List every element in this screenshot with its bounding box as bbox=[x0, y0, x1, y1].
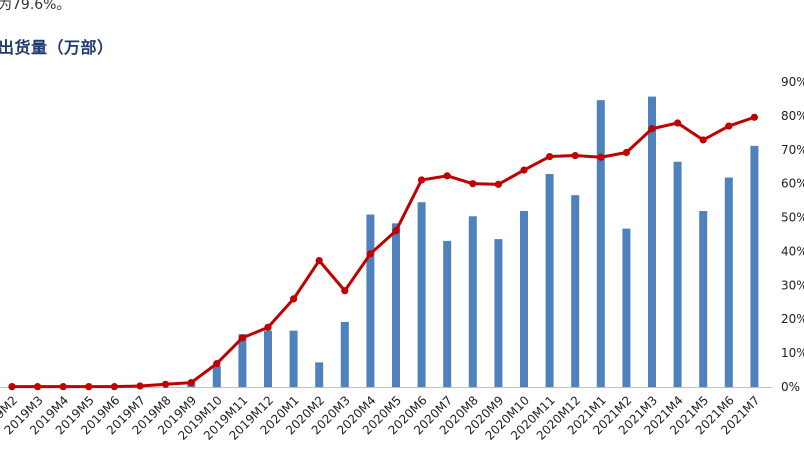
bar bbox=[520, 211, 528, 387]
y2-tick-label: 50% bbox=[781, 211, 804, 225]
line-point bbox=[162, 380, 170, 388]
y2-tick-label: 30% bbox=[781, 278, 804, 292]
line-point bbox=[418, 176, 426, 184]
line-point bbox=[213, 360, 221, 368]
line-point bbox=[8, 383, 16, 391]
bar bbox=[238, 334, 247, 387]
line-point bbox=[238, 334, 246, 342]
bar bbox=[366, 214, 375, 387]
bar bbox=[648, 96, 656, 387]
bar bbox=[468, 216, 477, 387]
line-point bbox=[110, 383, 118, 391]
line-point bbox=[315, 256, 323, 265]
y2-tick-label: 70% bbox=[781, 143, 804, 157]
y2-tick-label: 90% bbox=[781, 75, 804, 89]
line-point bbox=[290, 295, 298, 303]
bar bbox=[443, 240, 452, 387]
bar bbox=[392, 223, 400, 387]
y2-tick-label: 40% bbox=[781, 244, 804, 258]
bar bbox=[750, 145, 759, 387]
bar bbox=[724, 177, 733, 387]
line-point bbox=[392, 227, 400, 235]
line-point bbox=[469, 180, 477, 188]
line-point bbox=[494, 180, 502, 188]
bar bbox=[264, 330, 272, 387]
bar bbox=[315, 362, 324, 387]
line-point bbox=[85, 383, 93, 391]
y2-tick-label: 60% bbox=[781, 177, 804, 191]
intro-text-fragment: 为79.6%。 bbox=[0, 0, 71, 13]
bar bbox=[699, 211, 708, 387]
line-point bbox=[443, 172, 451, 180]
bar bbox=[596, 100, 605, 388]
ratio-line bbox=[12, 115, 755, 389]
line-point bbox=[699, 136, 707, 144]
bar bbox=[622, 228, 631, 387]
bar bbox=[417, 202, 426, 387]
line-point bbox=[750, 113, 759, 121]
bar bbox=[494, 239, 503, 387]
line-point bbox=[59, 383, 67, 391]
line-point bbox=[136, 382, 144, 390]
chart-title: 出货量（万部） bbox=[0, 38, 114, 57]
line-point bbox=[725, 122, 733, 130]
line-point bbox=[597, 153, 605, 161]
line-point bbox=[341, 287, 349, 295]
y2-tick-label: 20% bbox=[781, 312, 804, 326]
bar bbox=[673, 161, 682, 387]
bar bbox=[545, 174, 554, 387]
line-point bbox=[648, 125, 656, 133]
line-point bbox=[674, 119, 682, 127]
y2-tick-label: 80% bbox=[781, 109, 804, 123]
y2-tick-label: 10% bbox=[781, 346, 804, 360]
line-point bbox=[187, 378, 195, 387]
bar bbox=[340, 321, 349, 387]
bar bbox=[289, 330, 298, 387]
line-point bbox=[366, 250, 374, 258]
y2-tick-label: 0% bbox=[781, 380, 800, 394]
line-point bbox=[571, 151, 579, 160]
bar bbox=[571, 195, 580, 387]
line-point bbox=[34, 383, 42, 391]
line-point bbox=[520, 166, 528, 174]
line-point bbox=[546, 152, 554, 161]
bar bbox=[212, 365, 221, 387]
line-point bbox=[264, 323, 272, 331]
line-point bbox=[622, 148, 631, 157]
